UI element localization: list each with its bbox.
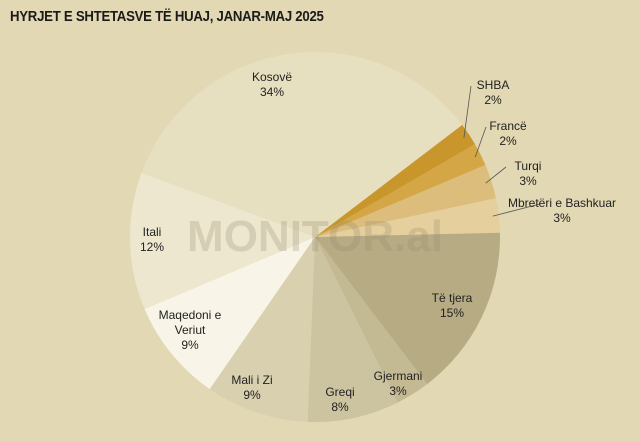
slice-label: Kosovë — [251, 70, 293, 84]
value-label: 3% — [519, 174, 537, 188]
value-label: 3% — [553, 211, 571, 225]
slice-label: SHBA — [476, 78, 510, 92]
pie-slice — [315, 144, 486, 237]
leader-line — [485, 166, 507, 184]
slice-label: Mali i Zi — [231, 373, 273, 387]
slice-label: Francë — [489, 119, 527, 133]
watermark: MONITOR.al — [187, 212, 443, 261]
slice-label: Itali — [142, 225, 162, 239]
value-label: 9% — [181, 338, 199, 352]
slice-label: Gjermani — [373, 369, 423, 383]
pie-slice — [315, 232, 500, 385]
pie-slice — [144, 237, 315, 390]
slice-label: Greqi — [325, 385, 355, 399]
pie-slice — [307, 237, 398, 422]
pie-slice — [141, 51, 463, 237]
pie-slice — [130, 172, 315, 309]
pie-slice — [315, 165, 496, 237]
value-label: 3% — [389, 384, 407, 398]
slice-label: Maqedoni e Veriut — [158, 308, 222, 337]
pie-slice — [315, 198, 500, 237]
value-label: 8% — [331, 400, 349, 414]
value-label: 9% — [243, 388, 261, 402]
leader-line — [474, 126, 487, 158]
pie-slice — [315, 124, 476, 237]
leader-line — [492, 203, 541, 217]
slice-label: Të tjera — [431, 291, 473, 305]
value-label: 2% — [499, 134, 517, 148]
chart-title: HYRJET E SHTETASVE TË HUAJ, JANAR-MAJ 20… — [10, 8, 324, 25]
pie-slice — [209, 237, 315, 422]
value-label: 12% — [139, 240, 165, 254]
value-label: 15% — [439, 306, 465, 320]
pie-slice — [315, 237, 428, 403]
slice-label: Mbretëri e Bashkuar — [507, 196, 617, 210]
slice-label: Turqi — [514, 159, 542, 173]
value-label: 34% — [259, 85, 285, 99]
leader-line — [463, 85, 472, 138]
value-label: 2% — [484, 93, 502, 107]
